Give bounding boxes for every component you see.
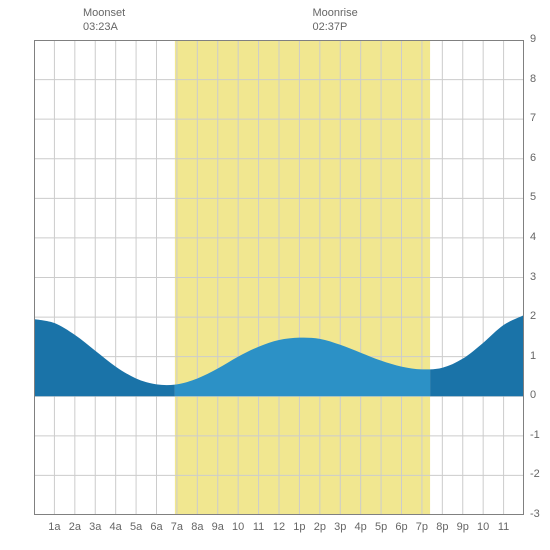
x-tick-label: 12 xyxy=(269,521,289,533)
y-tick-label: 2 xyxy=(530,310,550,322)
x-tick-label: 1a xyxy=(44,521,64,533)
y-tick-label: 9 xyxy=(530,33,550,45)
moonset-label: Moonset xyxy=(83,6,125,20)
x-tick-label: 8p xyxy=(432,521,452,533)
y-tick-label: 1 xyxy=(530,350,550,362)
x-tick-label: 3a xyxy=(85,521,105,533)
y-tick-label: 3 xyxy=(530,271,550,283)
y-tick-label: -2 xyxy=(530,468,550,480)
x-tick-label: 4a xyxy=(106,521,126,533)
plot-area xyxy=(34,40,524,515)
y-tick-label: 6 xyxy=(530,152,550,164)
x-tick-label: 7a xyxy=(167,521,187,533)
y-tick-label: 4 xyxy=(530,231,550,243)
x-tick-label: 2p xyxy=(310,521,330,533)
moonset-time: 03:23A xyxy=(83,20,125,34)
y-tick-label: 5 xyxy=(530,191,550,203)
moonset-annotation: Moonset 03:23A xyxy=(83,6,125,35)
x-tick-label: 5a xyxy=(126,521,146,533)
x-tick-label: 7p xyxy=(412,521,432,533)
x-tick-label: 9a xyxy=(208,521,228,533)
x-tick-label: 8a xyxy=(187,521,207,533)
x-tick-label: 10 xyxy=(473,521,493,533)
x-tick-label: 2a xyxy=(65,521,85,533)
y-tick-label: 0 xyxy=(530,389,550,401)
x-tick-label: 5p xyxy=(371,521,391,533)
y-tick-label: 8 xyxy=(530,73,550,85)
y-tick-label: -1 xyxy=(530,429,550,441)
x-tick-label: 6a xyxy=(147,521,167,533)
moonrise-annotation: Moonrise 02:37P xyxy=(312,6,357,35)
x-tick-label: 11 xyxy=(249,521,269,533)
tide-chart: Moonset 03:23A Moonrise 02:37P -3-2-1012… xyxy=(0,0,550,550)
moonrise-label: Moonrise xyxy=(312,6,357,20)
x-tick-label: 9p xyxy=(453,521,473,533)
y-tick-label: -3 xyxy=(530,508,550,520)
x-tick-label: 1p xyxy=(289,521,309,533)
moonrise-time: 02:37P xyxy=(312,20,357,34)
x-tick-label: 10 xyxy=(228,521,248,533)
x-tick-label: 4p xyxy=(351,521,371,533)
x-tick-label: 3p xyxy=(330,521,350,533)
x-tick-label: 11 xyxy=(494,521,514,533)
x-tick-label: 6p xyxy=(392,521,412,533)
y-tick-label: 7 xyxy=(530,112,550,124)
